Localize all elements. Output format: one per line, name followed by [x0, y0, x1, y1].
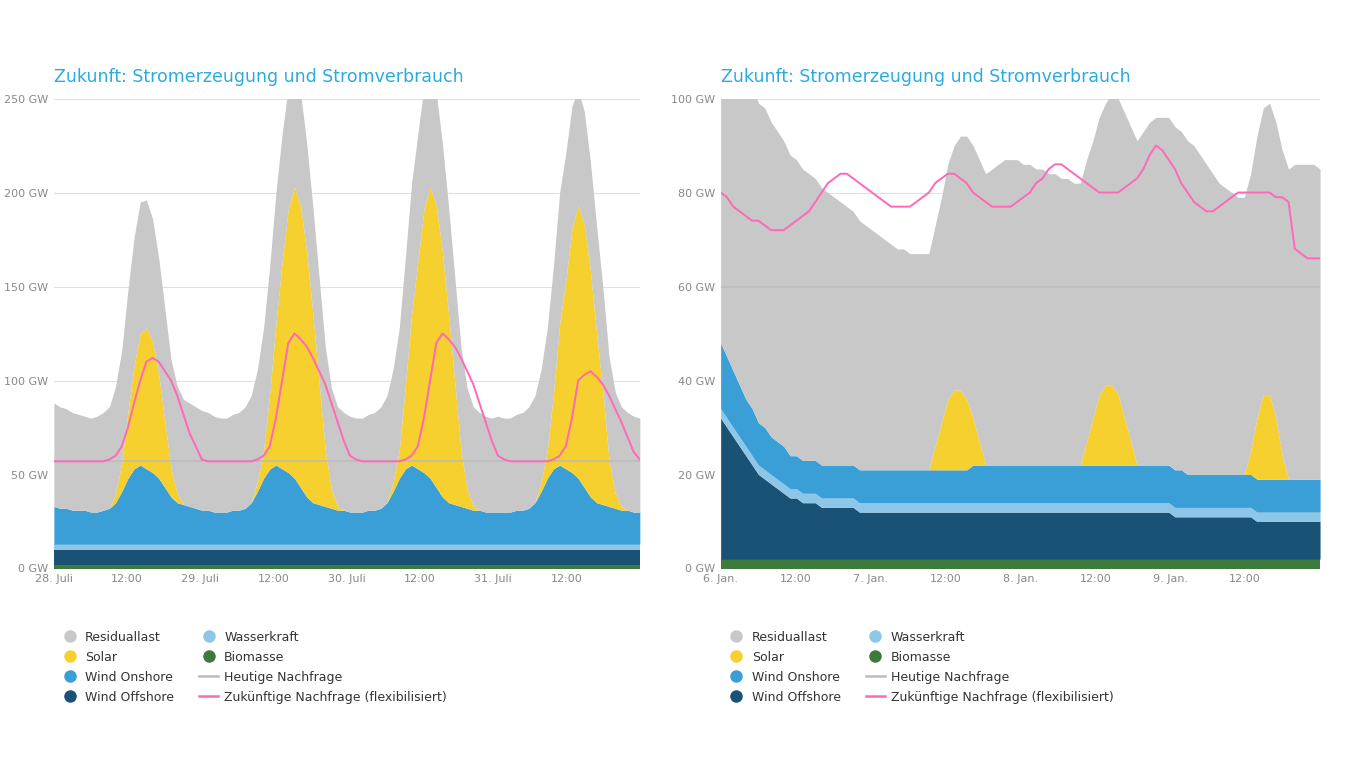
Text: Zukunft: Stromerzeugung und Stromverbrauch: Zukunft: Stromerzeugung und Stromverbrau…	[721, 68, 1130, 86]
Legend: Residuallast, Solar, Wind Onshore, Wind Offshore, Wasserkraft, Biomasse, Heutige: Residuallast, Solar, Wind Onshore, Wind …	[727, 631, 1114, 703]
Legend: Residuallast, Solar, Wind Onshore, Wind Offshore, Wasserkraft, Biomasse, Heutige: Residuallast, Solar, Wind Onshore, Wind …	[61, 631, 447, 703]
Text: Zukunft: Stromerzeugung und Stromverbrauch: Zukunft: Stromerzeugung und Stromverbrau…	[54, 68, 463, 86]
